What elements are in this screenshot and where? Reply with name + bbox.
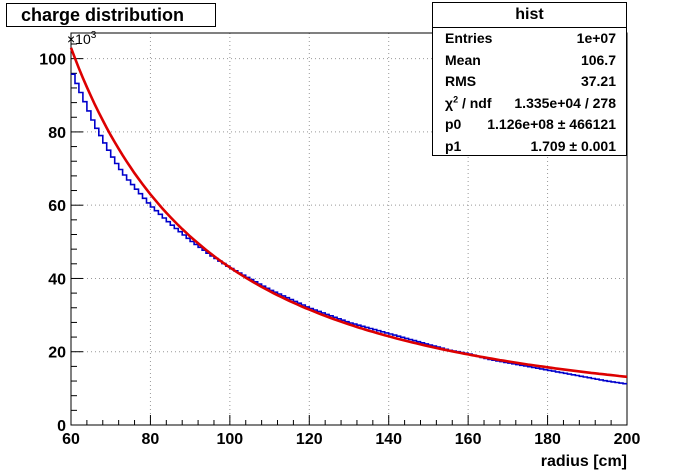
stats-label: p0 <box>445 116 462 132</box>
plot-frame <box>70 32 628 426</box>
x-tick-label: 200 <box>614 431 641 448</box>
x-tick-label: 100 <box>217 431 244 448</box>
stats-row-p1: p1 1.709 ± 0.001 <box>433 136 626 158</box>
stats-value: 1e+07 <box>576 30 616 46</box>
stats-label: χ2 / ndf <box>445 93 492 111</box>
x-tick-label: 80 <box>142 431 160 448</box>
stats-title: hist <box>433 3 626 28</box>
y-axis-exponent: ×103 <box>67 30 97 47</box>
x-tick-label: 180 <box>534 431 561 448</box>
stats-row-chi2: χ2 / ndf 1.335e+04 / 278 <box>433 93 626 115</box>
x-tick-label: 160 <box>455 431 482 448</box>
stats-label: Mean <box>445 51 481 68</box>
y-axis-exponent-power: 3 <box>91 30 97 41</box>
histogram-series <box>71 73 627 385</box>
stats-value: 1.709 ± 0.001 <box>530 137 616 154</box>
y-tick-label: 100 <box>39 52 66 69</box>
stats-value: 106.7 <box>580 51 616 68</box>
axes: 60 80 100 120 140 160 180 200 0 20 40 60 80 100 <box>39 32 641 448</box>
stats-box: hist Entries 1e+07 Mean 106.7 RMS 37.21 … <box>432 2 627 156</box>
x-tick-label: 60 <box>62 431 80 448</box>
stats-value: 1.126e+08 ± 466121 <box>487 116 616 132</box>
y-tick-label: 0 <box>57 418 66 435</box>
stats-row-entries: Entries 1e+07 <box>433 28 626 50</box>
y-tick-label: 40 <box>48 271 66 288</box>
y-tick-label: 20 <box>48 345 66 362</box>
stats-value: 37.21 <box>580 73 616 89</box>
x-tick-label: 140 <box>375 431 402 448</box>
stats-label: p1 <box>445 137 462 154</box>
stats-row-mean: Mean 106.7 <box>433 50 626 72</box>
y-tick-label: 80 <box>48 125 66 142</box>
stats-row-p0: p0 1.126e+08 ± 466121 <box>433 114 626 136</box>
stats-value: 1.335e+04 / 278 <box>514 94 616 111</box>
x-tick-label: 120 <box>296 431 323 448</box>
fit-curve <box>69 47 628 379</box>
chart-title: charge distribution <box>6 3 216 27</box>
stats-row-rms: RMS 37.21 <box>433 71 626 93</box>
stats-label: RMS <box>445 73 477 89</box>
series-layer <box>69 47 628 385</box>
x-axis-label: radius [cm] <box>541 453 627 470</box>
y-tick-label: 60 <box>48 198 66 215</box>
stats-label: Entries <box>445 30 493 46</box>
